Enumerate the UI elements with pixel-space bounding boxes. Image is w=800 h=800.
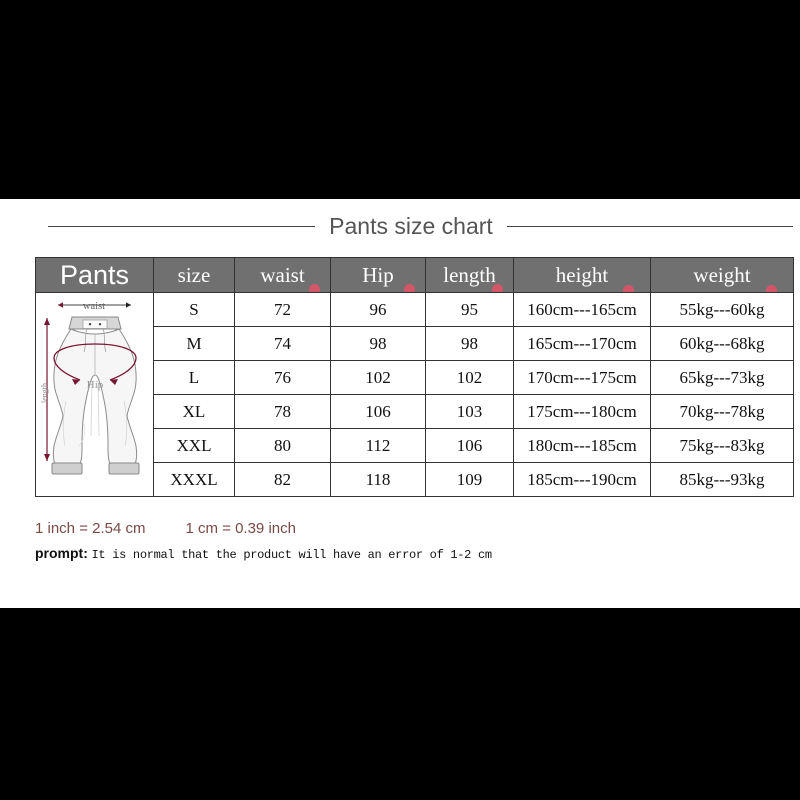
svg-text:length: length — [40, 383, 49, 403]
svg-text:waist: waist — [83, 301, 105, 312]
svg-text:Hip: Hip — [87, 379, 104, 391]
